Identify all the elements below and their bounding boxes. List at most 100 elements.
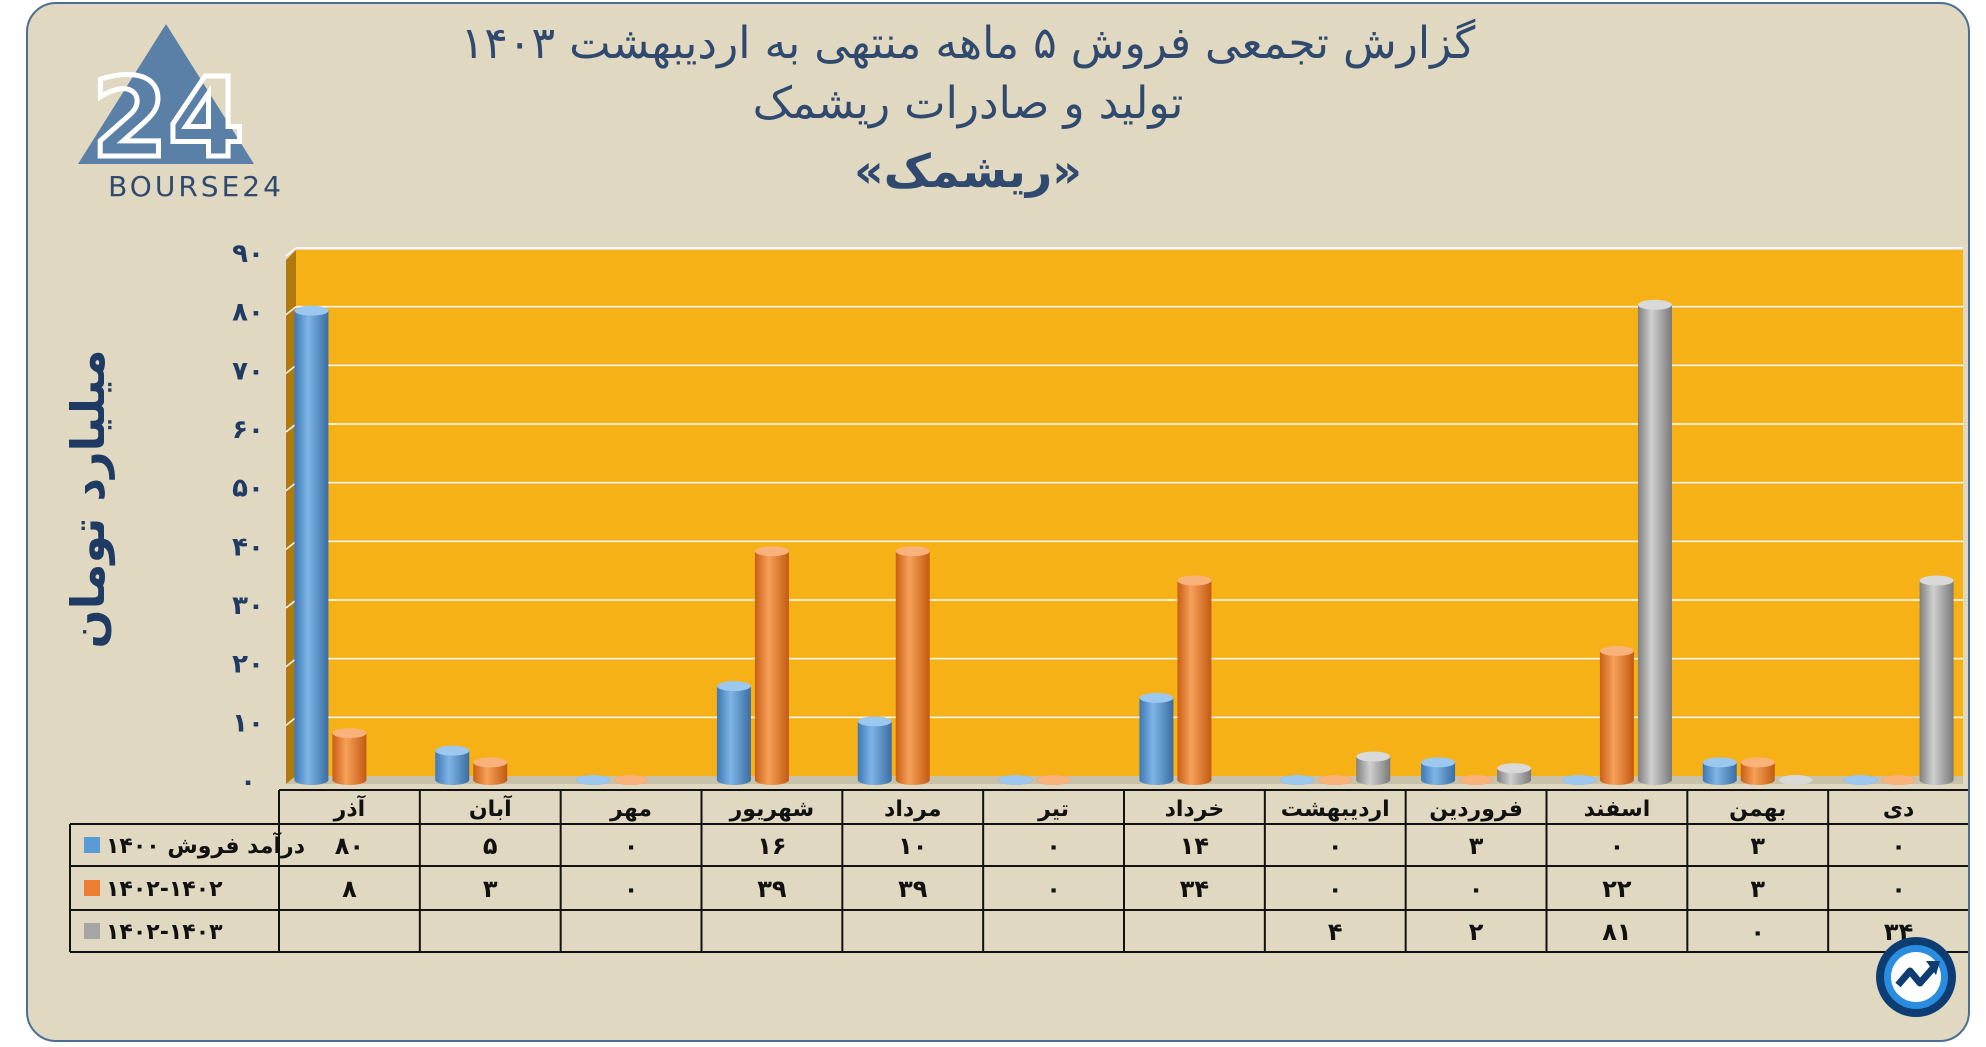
bar <box>1919 575 1954 785</box>
logo-text: BOURSE24 <box>108 170 284 203</box>
data-label: ۰ <box>1046 875 1061 903</box>
y-tick-label: ۴۰ <box>232 532 264 562</box>
bar <box>998 775 1033 785</box>
logo: 24 <box>78 24 254 185</box>
y-tick-label: ۵۰ <box>232 474 264 504</box>
data-label: ۰ <box>1469 875 1484 903</box>
y-tick-label: ۶۰ <box>232 415 264 445</box>
plot-area: ۰ ۱۰ ۲۰ ۳۰ ۴۰ ۵۰ ۶۰ ۷۰ ۸۰ ۹۰ <box>232 239 1963 797</box>
chart-frame: 24 ۰ ۱۰ ۲۰ ۳۰ ۴۰ ۵۰ ۶۰ ۷۰ ۸۰ ۹۰ آذر آبان مهر شهریور م… <box>26 2 1970 1042</box>
plot-background <box>286 250 1963 784</box>
bar <box>1356 751 1391 785</box>
legend-swatch <box>84 923 100 939</box>
data-label: ۰ <box>1046 832 1061 860</box>
data-label: ۴ <box>1328 918 1343 946</box>
bar <box>1637 299 1672 785</box>
trend-badge <box>1876 937 1956 1017</box>
data-label: ۱۶ <box>757 832 786 860</box>
x-tick-label: مرداد <box>884 797 941 822</box>
data-label: ۰ <box>624 875 639 903</box>
data-label: ۳۴ <box>1180 875 1209 903</box>
bar <box>1497 763 1532 785</box>
bar <box>1843 775 1878 785</box>
x-tick-label: اسفند <box>1584 797 1651 822</box>
gridline-side <box>285 247 297 257</box>
plot-floor <box>286 776 1963 784</box>
logo-triangle <box>78 24 254 164</box>
chart-subtitle: تولید و صادرات ریشمک <box>752 78 1184 129</box>
y-tick-label: ۲۰ <box>232 650 264 680</box>
gridline-side <box>285 482 297 492</box>
data-label: ۸۱ <box>1602 918 1631 946</box>
bar <box>332 728 367 785</box>
bar <box>1881 775 1916 785</box>
legend-entry: ۱۴۰۲-۱۴۰۳ <box>106 920 223 945</box>
bar <box>435 745 470 785</box>
bar <box>614 775 649 785</box>
bar <box>1421 757 1456 785</box>
gridline-side <box>285 716 297 726</box>
data-label: ۰ <box>1328 875 1343 903</box>
data-label: ۰ <box>624 832 639 860</box>
data-label: ۳ <box>1750 832 1765 860</box>
x-tick-label: اردیبهشت <box>1281 797 1390 822</box>
data-label: ۱۰ <box>898 832 927 860</box>
bar <box>473 757 508 785</box>
data-label: ۳ <box>1469 832 1484 860</box>
y-tick-label: ۰ <box>240 767 256 797</box>
plot-side-wall <box>286 250 296 784</box>
gridline-side <box>285 599 297 609</box>
y-tick-label: ۸۰ <box>232 298 264 328</box>
x-tick-label: مهر <box>609 797 652 822</box>
bar <box>754 546 789 785</box>
bar <box>1599 645 1634 785</box>
data-label: ۰ <box>1891 832 1906 860</box>
data-table: آذر آبان مهر شهریور مرداد تیر خرداد اردیبهشت فرو… <box>69 789 1968 953</box>
bar <box>1318 775 1353 785</box>
chart-title: گزارش تجمعی فروش ۵ ماهه منتهی به اردیبهش… <box>460 18 1476 69</box>
data-label: ۸ <box>342 875 357 903</box>
x-tick-label: آبان <box>469 794 512 822</box>
bar <box>895 546 930 785</box>
gridline-side <box>285 658 297 668</box>
bar <box>1139 692 1174 785</box>
x-tick-label: شهریور <box>729 797 815 822</box>
x-tick-label: تیر <box>1037 797 1069 822</box>
data-label: ۳۹ <box>757 875 787 903</box>
legend-entry: ۱۴۰۲-۱۴۰۲ <box>106 877 223 902</box>
data-label: ۳ <box>1750 875 1765 903</box>
legend-swatch <box>84 880 100 896</box>
bar <box>1280 775 1315 785</box>
bar <box>1459 775 1494 785</box>
company-name: «ریشمک» <box>854 144 1082 198</box>
y-tick-label: ۳۰ <box>232 591 264 621</box>
gridline-side <box>285 364 297 374</box>
data-label: ۵ <box>483 832 498 860</box>
x-tick-label: آذر <box>333 794 366 822</box>
y-tick-label: ۹۰ <box>232 239 264 269</box>
data-label: ۳ <box>483 875 498 903</box>
data-label: ۰ <box>1328 832 1343 860</box>
bar <box>1177 575 1212 785</box>
data-label: ۸۰ <box>335 832 364 860</box>
x-tick-label: بهمن <box>1729 797 1786 822</box>
trend-arrow-icon <box>1895 964 1937 988</box>
data-label: ۰ <box>1891 875 1906 903</box>
data-label: ۱۴ <box>1180 832 1209 860</box>
gridline-side <box>285 423 297 433</box>
bar <box>1740 757 1775 785</box>
y-axis-label: میلیارد تومان <box>61 349 115 649</box>
x-tick-label: خرداد <box>1165 797 1225 822</box>
legend-entry: درآمد فروش ۱۴۰۰ <box>106 831 305 859</box>
y-tick-label: ۷۰ <box>232 356 264 386</box>
data-label: ۲۲ <box>1602 875 1632 903</box>
x-tick-label: فروردین <box>1429 797 1523 822</box>
bar <box>716 681 751 785</box>
bar <box>1778 775 1813 785</box>
legend-swatch <box>84 837 100 853</box>
data-label: ۳۹ <box>898 875 928 903</box>
gridline-side <box>285 306 297 316</box>
bar <box>1702 757 1737 785</box>
bar <box>294 305 329 785</box>
